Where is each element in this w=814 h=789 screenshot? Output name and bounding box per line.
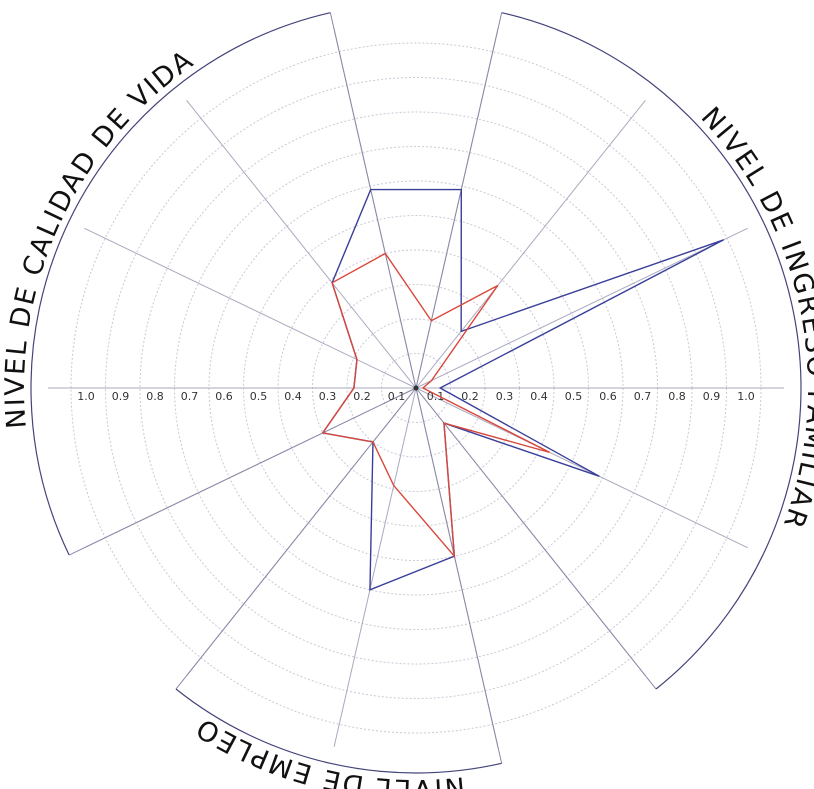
sector-edge — [415, 387, 503, 764]
spoke — [84, 227, 417, 389]
group-label-text: NIVEL DE INGRESO FAMILIAR — [695, 102, 814, 534]
tick-label: 0.1 — [427, 390, 445, 403]
sector-arc — [175, 688, 502, 774]
center-dot — [413, 385, 419, 391]
sector-edge — [415, 12, 503, 389]
tick-label: 0.8 — [668, 390, 686, 403]
spoke — [415, 227, 748, 389]
radar-line — [321, 188, 725, 591]
tick-label: 0.7 — [181, 390, 199, 403]
sector-arc — [501, 12, 802, 690]
tick-label: 0.7 — [634, 390, 652, 403]
sector-edge — [68, 387, 417, 556]
group-label: NIVEL DE INGRESO FAMILIAR — [695, 102, 814, 534]
radar-line — [321, 252, 550, 559]
sector-edge — [415, 387, 657, 690]
tick-label: 0.4 — [284, 390, 302, 403]
sector-edge — [175, 387, 417, 690]
tick-label: 1.0 — [737, 390, 755, 403]
spoke — [415, 387, 748, 549]
tick-label: 0.9 — [112, 390, 130, 403]
group-label-text: NIVEL DE EMPLEO — [190, 711, 464, 789]
sector-arc — [30, 12, 331, 556]
tick-label: 0.1 — [388, 390, 406, 403]
spoke — [186, 99, 417, 389]
tick-label: 0.5 — [565, 390, 583, 403]
tick-label: 0.6 — [599, 390, 617, 403]
group-label: NIVEL DE CALIDAD DE VIDA — [0, 44, 200, 430]
group-label-text: NIVEL DE CALIDAD DE VIDA — [0, 44, 198, 430]
tick-label: 0.3 — [319, 390, 337, 403]
tick-label: 0.4 — [530, 390, 548, 403]
tick-label: 0.2 — [461, 390, 479, 403]
tick-label: 0.8 — [146, 390, 164, 403]
tick-label: 0.5 — [250, 390, 268, 403]
spoke — [415, 99, 646, 389]
spoke — [333, 387, 417, 747]
tick-label: 0.3 — [496, 390, 514, 403]
tick-label: 0.6 — [215, 390, 233, 403]
tick-label: 0.2 — [353, 390, 371, 403]
sector-edge — [329, 12, 417, 389]
group-label: NIVEL DE EMPLEO — [190, 711, 466, 789]
tick-label: 1.0 — [77, 390, 95, 403]
tick-label: 0.9 — [703, 390, 721, 403]
